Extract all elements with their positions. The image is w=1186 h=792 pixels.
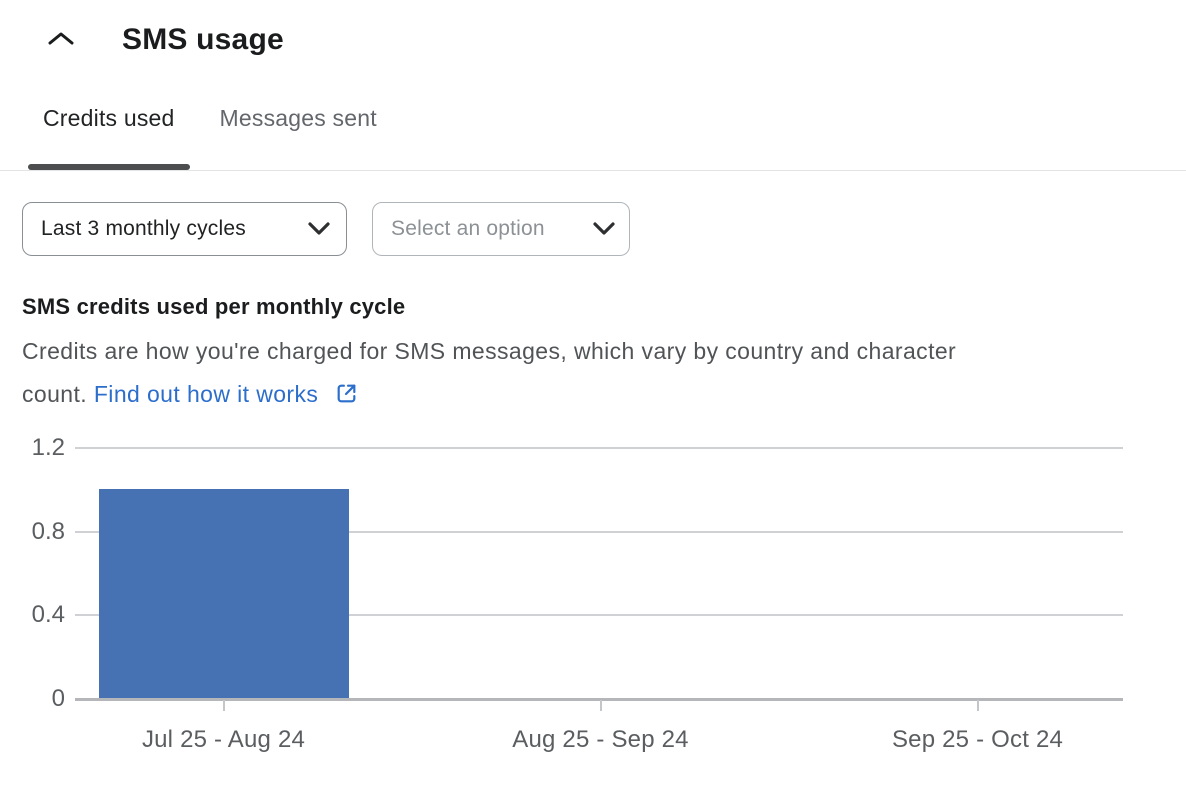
description-line-1: Credits are how you're charged for SMS m…: [22, 338, 957, 364]
x-axis-label: Sep 25 - Oct 24: [891, 726, 1064, 753]
option-dropdown[interactable]: Select an option: [372, 202, 630, 256]
chevron-down-icon: [593, 217, 615, 241]
collapse-section-button[interactable]: [44, 28, 78, 52]
description-line-2-prefix: count.: [22, 381, 94, 407]
period-dropdown-value: Last 3 monthly cycles: [41, 217, 246, 240]
gridline: [75, 447, 1123, 449]
tab-credits-used[interactable]: Credits used: [28, 105, 190, 170]
chevron-up-icon: [44, 27, 78, 54]
page-title: SMS usage: [122, 23, 284, 56]
x-axis-label: Aug 25 - Sep 24: [512, 726, 689, 753]
x-axis-baseline: [75, 698, 1123, 701]
gridline: [75, 614, 1123, 617]
bar[interactable]: [98, 488, 349, 698]
x-axis-tick: [222, 700, 225, 711]
tab-messages-sent[interactable]: Messages sent: [219, 105, 377, 131]
chart-section-description: Credits are how you're charged for SMS m…: [22, 330, 1186, 420]
y-axis-label: 0: [51, 685, 65, 712]
period-dropdown[interactable]: Last 3 monthly cycles: [22, 202, 347, 256]
y-axis-label: 0.4: [31, 601, 65, 629]
y-axis-label: 0.8: [31, 517, 65, 545]
option-dropdown-placeholder: Select an option: [391, 217, 545, 240]
panel-header: SMS usage: [0, 0, 1186, 58]
external-link-icon: [327, 384, 359, 411]
credits-bar-chart: 0 0.4 0.8 1.2 Jul 25 - Aug 24 Aug 25 - Sep 24…: [0, 429, 1186, 792]
x-axis-label: Jul 25 - Aug 24: [141, 726, 306, 753]
y-axis-label: 1.2: [31, 434, 65, 461]
tab-bar: Credits used Messages sent: [0, 103, 1186, 171]
find-out-how-link[interactable]: Find out how it works: [93, 381, 319, 407]
x-axis-tick: [976, 700, 979, 711]
filter-controls: Last 3 monthly cycles Select an option: [22, 202, 1186, 256]
chart-section-heading: SMS credits used per monthly cycle: [22, 294, 406, 319]
x-axis-tick: [599, 700, 602, 711]
chevron-down-icon: [308, 217, 330, 241]
gridline: [75, 530, 1123, 533]
description-line-2: count. Find out how it works: [22, 373, 1186, 420]
